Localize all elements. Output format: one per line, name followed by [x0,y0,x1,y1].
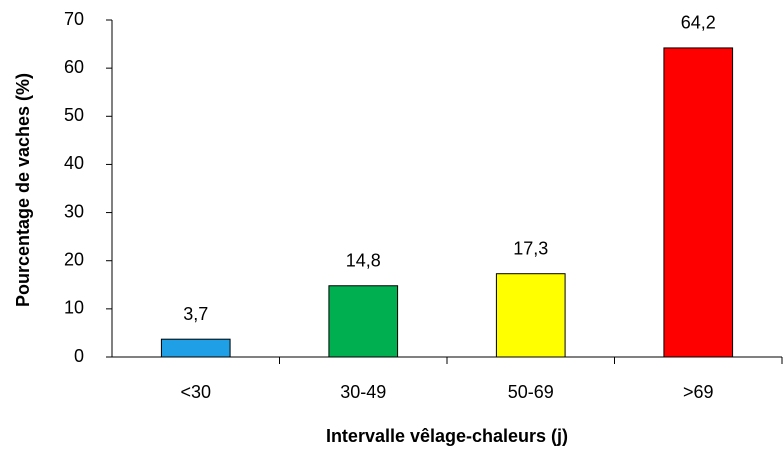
value-label: 17,3 [513,238,548,258]
value-label: 64,2 [681,13,716,33]
bar [663,47,734,358]
y-tick-label: 30 [64,201,84,221]
y-tick-label: 70 [64,9,84,29]
value-label: 3,7 [183,304,208,324]
y-tick-label: 10 [64,298,84,318]
y-tick-label: 20 [64,249,84,269]
y-tick-label: 0 [74,346,84,366]
x-tick-label: <30 [180,382,211,402]
y-tick-label: 50 [64,105,84,125]
y-axis-title: Pourcentage de vaches (%) [13,73,33,307]
y-tick-label: 40 [64,153,84,173]
bar [328,285,399,358]
y-tick-label: 60 [64,57,84,77]
value-label: 14,8 [346,250,381,270]
x-tick-label: 50-69 [508,382,554,402]
x-tick-label: 30-49 [340,382,386,402]
bar [160,338,231,358]
bar [495,273,566,358]
x-tick-label: >69 [683,382,714,402]
x-axis-title: Intervalle vêlage-chaleurs (j) [326,426,568,446]
